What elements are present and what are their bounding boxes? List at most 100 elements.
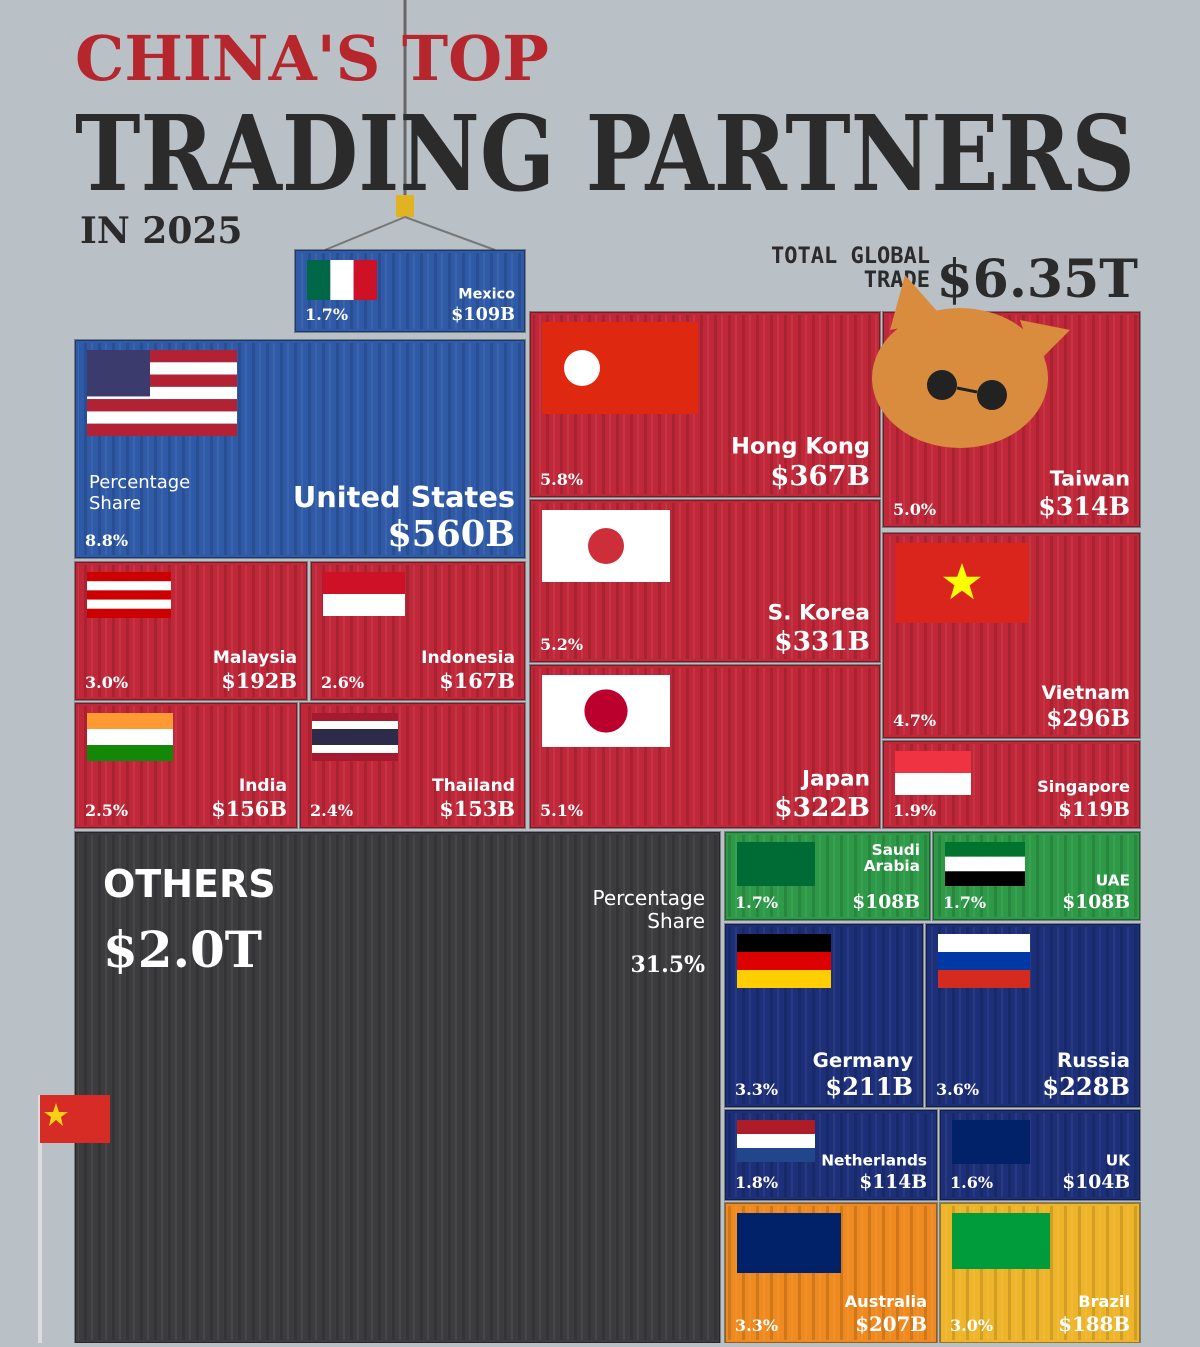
value-label: $188B (1058, 1312, 1130, 1336)
flag-stripe (945, 856, 1025, 872)
flag-stripe (737, 842, 815, 886)
flag-star (943, 563, 981, 600)
flag-stripe (945, 842, 1025, 857)
flag-stripe (952, 1120, 1030, 1164)
value-label: $367B (770, 460, 870, 492)
container-name: Germany (813, 1049, 913, 1072)
flag-canton (87, 350, 150, 397)
container-name: Saudi Arabia (863, 842, 920, 876)
container-name: Netherlands (821, 1151, 927, 1169)
share-label: 1.7% (943, 893, 986, 912)
value-label: $119B (1058, 797, 1130, 821)
year-label: IN 2025 (80, 210, 242, 252)
flag-stripe (87, 581, 171, 591)
value-label: $109B (451, 304, 515, 325)
share-label: 5.8% (540, 470, 583, 489)
flag-stripe (307, 260, 331, 300)
container-name: Taiwan (1050, 467, 1130, 491)
share-label: 3.0% (85, 673, 128, 692)
share-label: 1.6% (950, 1173, 993, 1192)
container-name: Russia (1057, 1049, 1130, 1072)
flag-stripe (938, 934, 1030, 952)
flag-stripe (312, 721, 398, 729)
chart-title: CHINA'S TOP (75, 22, 549, 95)
flag-stripe (323, 572, 405, 594)
chart-subtitle: TRADING PARTNERS (75, 92, 1135, 215)
container-name-box: Saudi Arabia (863, 842, 920, 876)
value-label: $108B (852, 891, 920, 913)
share-heading-box: Percentage Share (592, 887, 705, 933)
value-label: $207B (855, 1312, 927, 1336)
flag-stripe (895, 751, 971, 773)
flag-stripe (87, 599, 171, 609)
value-label: $322B (774, 792, 870, 823)
share-heading: Percentage Share (89, 472, 191, 514)
flag-stripe (737, 1120, 815, 1134)
container-ribs (78, 835, 717, 1340)
flag-stripe (87, 608, 171, 618)
value-label: $296B (1046, 705, 1130, 732)
flag-stripe (87, 729, 173, 745)
share-label: 3.0% (950, 1316, 993, 1335)
flag-stripe (87, 713, 173, 729)
value-label: $228B (1042, 1072, 1130, 1101)
flag-stripe (312, 729, 398, 737)
container-name: Mexico (458, 286, 515, 302)
crane-hook (396, 195, 414, 217)
share-label: 5.2% (540, 635, 583, 654)
flag-disc (588, 528, 624, 564)
flag-stripe (87, 745, 173, 761)
flag-stripe (737, 1134, 815, 1148)
container-name: OTHERS (103, 862, 276, 906)
flag-stripe (737, 970, 831, 988)
share-label: 8.8% (85, 531, 128, 550)
value-label: $2.0T (103, 920, 262, 979)
total-heading-box: TOTAL GLOBAL TRADE (771, 245, 930, 293)
cat-decoration (872, 275, 1070, 448)
share-label: 5.1% (540, 801, 583, 820)
flag-stripe (87, 411, 237, 424)
container-name: Indonesia (421, 648, 515, 668)
share-heading-box: Percentage Share (89, 472, 191, 514)
flag-stripe (323, 594, 405, 616)
flag-stripe (312, 753, 398, 761)
flag-stripe (312, 713, 398, 721)
share-label: 2.5% (85, 801, 128, 820)
container-name: Singapore (1037, 777, 1130, 796)
total-value: $6.35T (936, 249, 1138, 310)
share-label: 2.4% (310, 801, 353, 820)
value-label: $331B (774, 626, 870, 657)
container-name: India (239, 776, 287, 796)
value-label: $156B (211, 796, 287, 821)
flag-stripe (87, 423, 237, 436)
flag-stripe (938, 970, 1030, 988)
flag-stripe (945, 871, 1025, 886)
share-label: 2.6% (321, 673, 364, 692)
container-name: Japan (800, 767, 870, 792)
share-label: 1.7% (735, 893, 778, 912)
total-heading: TOTAL GLOBAL TRADE (771, 245, 930, 293)
flag-stripe (312, 745, 398, 753)
container-name: Australia (845, 1292, 927, 1311)
value-label: $108B (1062, 891, 1130, 913)
flag-star (44, 1103, 68, 1126)
flag-stripe (895, 773, 971, 795)
share-label: 31.5% (631, 952, 706, 978)
flag-flower (564, 350, 600, 386)
crane-sling (324, 216, 406, 251)
value-label: $211B (825, 1072, 913, 1101)
flag-stripe (353, 260, 377, 300)
share-label: 5.0% (893, 500, 936, 519)
share-label: 3.3% (735, 1316, 778, 1335)
container-name: S. Korea (768, 601, 870, 626)
value-label: $114B (859, 1171, 927, 1193)
flag-stripe (312, 737, 398, 745)
share-label: 1.9% (893, 801, 936, 820)
container-name: Vietnam (1042, 682, 1131, 704)
share-label: 1.8% (735, 1173, 778, 1192)
flag-stripe (87, 572, 171, 582)
share-heading: Percentage Share (592, 887, 705, 933)
flag-disc (584, 689, 628, 733)
